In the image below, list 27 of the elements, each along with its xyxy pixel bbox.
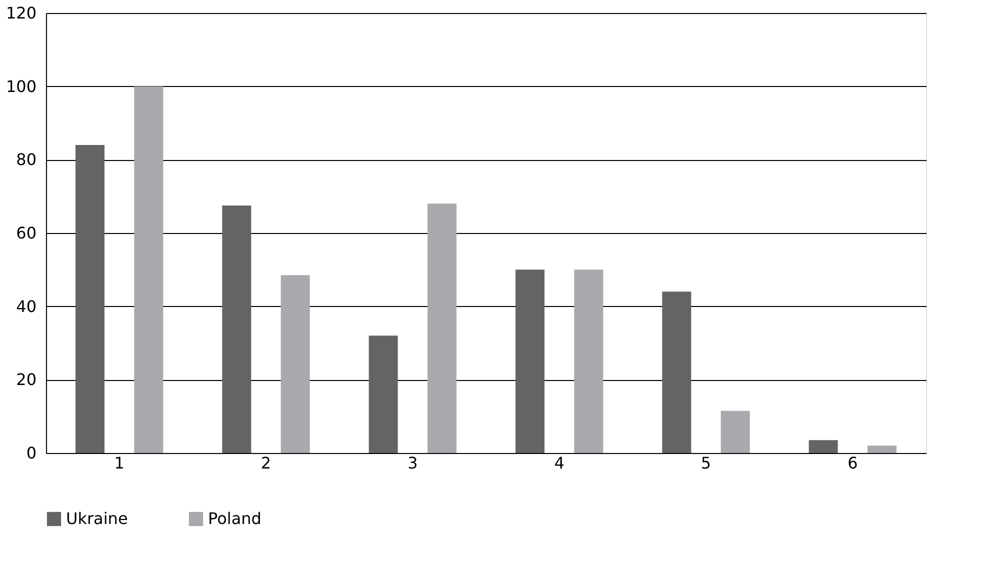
bar <box>280 275 310 453</box>
bar <box>368 336 398 453</box>
x-tick-label: 6 <box>848 454 858 472</box>
y-tick-label: 40 <box>16 296 36 316</box>
x-tick-label: 3 <box>408 454 418 472</box>
y-tick-label: 20 <box>16 370 36 390</box>
bar <box>720 410 750 453</box>
x-tick-label: 2 <box>260 454 272 472</box>
legend-label: Ukraine <box>66 509 128 528</box>
y-tick-label: 60 <box>16 224 36 242</box>
bar <box>134 86 164 453</box>
legend-label: Poland <box>208 509 262 528</box>
x-tick-label: 5 <box>700 454 712 472</box>
bar <box>808 440 838 453</box>
bar <box>222 206 252 453</box>
y-tick-label: 100 <box>6 76 36 96</box>
y-tick-label: 120 <box>6 4 36 22</box>
x-tick-label: 4 <box>554 454 564 472</box>
bar <box>516 270 544 453</box>
bar <box>76 145 104 453</box>
x-tick-label: 1 <box>114 454 124 472</box>
bar <box>662 292 692 453</box>
bar <box>428 204 456 453</box>
bar <box>868 446 896 453</box>
bar <box>574 270 604 453</box>
y-tick-label: 80 <box>16 150 36 170</box>
y-tick-label: 0 <box>26 444 36 462</box>
